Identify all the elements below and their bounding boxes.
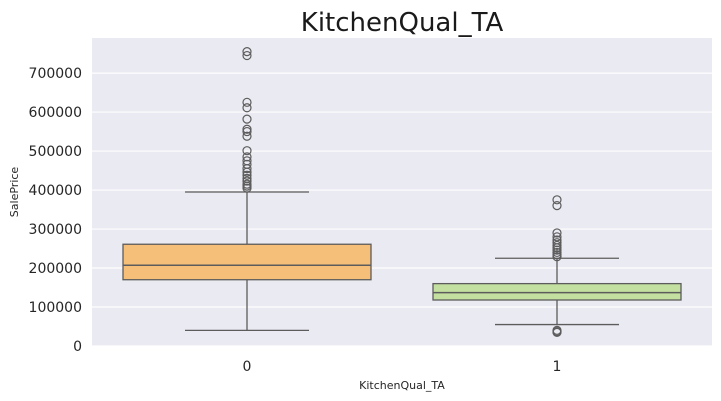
x-tick-label: 1 [553, 359, 562, 375]
outlier-point [242, 167, 252, 177]
y-tick-label: 200000 [29, 261, 82, 277]
y-tick-label: 300000 [29, 222, 82, 238]
outlier-point [552, 247, 562, 258]
outlier-point [552, 195, 562, 205]
y-tick-label: 100000 [29, 300, 82, 316]
boxes [122, 47, 682, 337]
outlier-point [552, 327, 562, 337]
outlier-point [552, 240, 562, 251]
outlier-point [242, 50, 252, 61]
outlier-point [242, 146, 252, 156]
iqr-box [432, 282, 682, 301]
outlier-point [242, 170, 252, 180]
outlier-point [552, 245, 562, 255]
outlier-point [242, 114, 252, 124]
chart-title: KitchenQual_TA [301, 8, 504, 38]
outlier-point [242, 97, 252, 107]
box-0 [122, 47, 372, 332]
outlier-point [242, 124, 252, 134]
y-tick-label: 500000 [29, 144, 82, 160]
y-tick-label: 600000 [29, 105, 82, 121]
x-axis-label: KitchenQual_TA [359, 379, 445, 392]
outlier-point [242, 126, 252, 137]
y-tick-label: 0 [73, 339, 82, 355]
iqr-box [122, 243, 372, 281]
outlier-point [242, 103, 252, 113]
y-axis-label: SalePrice [8, 167, 21, 218]
outlier-point [552, 201, 562, 211]
x-tick-label: 0 [243, 359, 252, 375]
y-tick-label: 700000 [29, 66, 82, 82]
outlier-point [552, 252, 562, 262]
box-1 [432, 195, 682, 337]
outlier-point [242, 131, 252, 141]
outlier-point [552, 243, 562, 253]
y-tick-label: 400000 [29, 183, 82, 199]
outlier-point [552, 228, 562, 238]
outlier-point [242, 164, 252, 174]
outlier-point [242, 47, 252, 57]
y-axis-ticks: 0 100000 200000 300000 400000 500000 600000 700… [29, 66, 82, 355]
outlier-point [242, 183, 252, 193]
outlier-point [242, 176, 252, 186]
